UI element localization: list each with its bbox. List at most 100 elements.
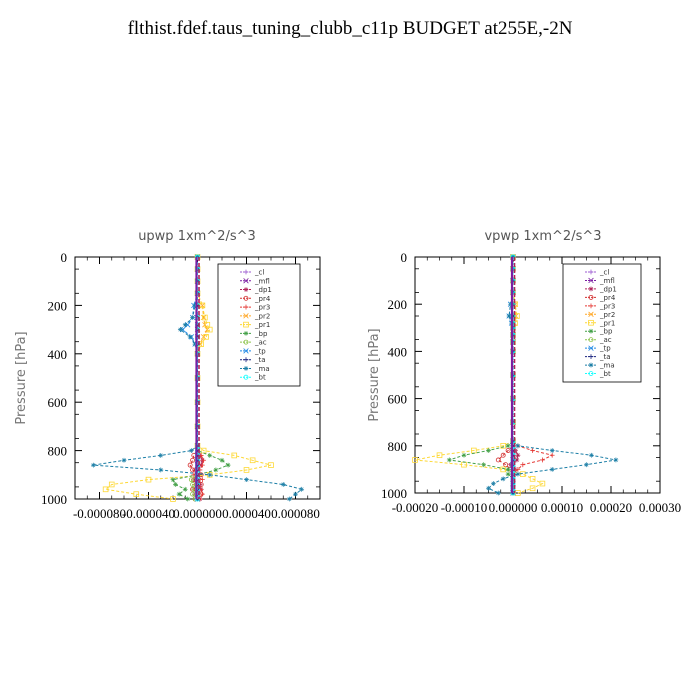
legend-marker: [243, 313, 249, 319]
data-point: [90, 462, 96, 468]
legend-entry: _pr2: [254, 312, 270, 320]
x-tick-label: 0.00010: [541, 500, 583, 515]
data-point: [231, 452, 238, 459]
legend-entry: _bp: [254, 330, 268, 338]
y-axis-label: Pressure [hPa]: [14, 331, 29, 424]
data-point: [187, 462, 193, 468]
legend-marker: [588, 345, 594, 351]
legend-entry: _pr1: [599, 319, 615, 327]
legend-marker: [243, 348, 249, 354]
legend-marker: [243, 295, 249, 301]
legend-marker: [588, 319, 594, 326]
legend-entry: _ma: [599, 362, 615, 370]
legend-marker: [243, 374, 249, 380]
data-point: [268, 462, 274, 468]
data-point: [188, 448, 194, 453]
y-tick-label: 1000: [41, 492, 67, 507]
data-point: [173, 482, 178, 487]
data-point: [190, 467, 196, 473]
data-point: [481, 462, 486, 468]
data-point: [286, 496, 292, 502]
legend-marker: [243, 330, 249, 336]
legend-entry: _ta: [254, 356, 266, 364]
data-point: [486, 448, 491, 453]
legend-entry: _ta: [599, 353, 611, 361]
legend-marker: [588, 286, 594, 292]
data-point: [192, 341, 198, 347]
x-tick-label: -0.00010: [441, 500, 488, 515]
legend-entry: _dp1: [599, 285, 617, 293]
y-tick-label: 400: [48, 347, 68, 362]
y-tick-label: 0: [61, 250, 68, 265]
data-point: [185, 496, 191, 502]
data-point: [192, 303, 198, 308]
legend-entry: _pr3: [599, 302, 615, 310]
data-point: [145, 476, 152, 483]
data-point: [244, 477, 249, 483]
data-point: [188, 477, 194, 483]
x-tick-label: 0.000000: [173, 506, 222, 521]
data-point: [219, 457, 225, 463]
x-tick-label: 0.00020: [590, 500, 632, 515]
legend-marker: [588, 354, 594, 360]
data-point: [207, 472, 213, 478]
legend-marker: [588, 294, 594, 300]
data-point: [515, 490, 521, 496]
y-tick-label: 200: [48, 298, 68, 313]
x-tick-label: 0.000080: [271, 506, 320, 521]
data-point: [180, 326, 186, 333]
figure-title: flthist.fdef.taus_tuning_clubb_c11p BUDG…: [127, 18, 573, 39]
panel-title: upwp 1xm^2/s^3: [138, 229, 256, 244]
legend-marker: [243, 304, 249, 310]
legend-marker: [588, 269, 594, 275]
data-point: [206, 326, 213, 333]
x-tick-label: -0.00020: [392, 500, 439, 515]
data-point: [520, 462, 526, 468]
data-point: [170, 477, 176, 483]
series_pr1: [412, 254, 546, 496]
data-point: [177, 327, 183, 332]
legend-entry: _ma: [254, 365, 270, 373]
data-point: [515, 467, 521, 472]
data-point: [589, 452, 594, 458]
data-point: [182, 322, 188, 328]
data-point: [202, 314, 208, 321]
data-point: [197, 482, 203, 487]
data-point: [584, 462, 589, 468]
data-point: [249, 457, 256, 464]
legend-entry: _pr2: [599, 311, 615, 319]
data-point: [508, 301, 513, 307]
data-point: [121, 457, 127, 463]
data-point: [200, 462, 205, 468]
legend-marker: [588, 362, 594, 368]
legend-marker: [588, 311, 594, 317]
legend-marker: [243, 287, 249, 292]
data-point: [506, 313, 512, 319]
data-point: [549, 467, 555, 472]
legend-entry: _pr4: [599, 294, 616, 302]
data-point: [436, 452, 443, 459]
legend-entry: _bp: [599, 328, 613, 336]
y-tick-label: 600: [388, 392, 408, 407]
data-point: [549, 452, 555, 458]
data-point: [190, 482, 196, 487]
y-tick-label: 0: [401, 250, 408, 265]
legend-entry: _cl: [599, 269, 609, 277]
legend-entry: _tp: [254, 347, 266, 355]
legend-entry: _pr3: [254, 304, 270, 312]
legend-marker: [588, 303, 594, 309]
data-point: [200, 491, 205, 497]
data-point: [505, 467, 511, 472]
data-point: [187, 334, 193, 340]
legend-box: [217, 263, 301, 387]
legend-marker: [243, 339, 249, 345]
data-point: [500, 452, 506, 458]
legend-marker: [243, 366, 249, 371]
x-tick-label: 0.00030: [639, 500, 681, 515]
data-point: [529, 476, 536, 482]
series-line: [93, 257, 303, 500]
legend: _cl_mfl_dp1_pr4_pr3_pr2_pr1_bp_ac_tp_ta_…: [562, 263, 642, 383]
y-tick-label: 800: [48, 444, 68, 459]
data-point: [500, 476, 506, 482]
data-point: [158, 453, 164, 458]
